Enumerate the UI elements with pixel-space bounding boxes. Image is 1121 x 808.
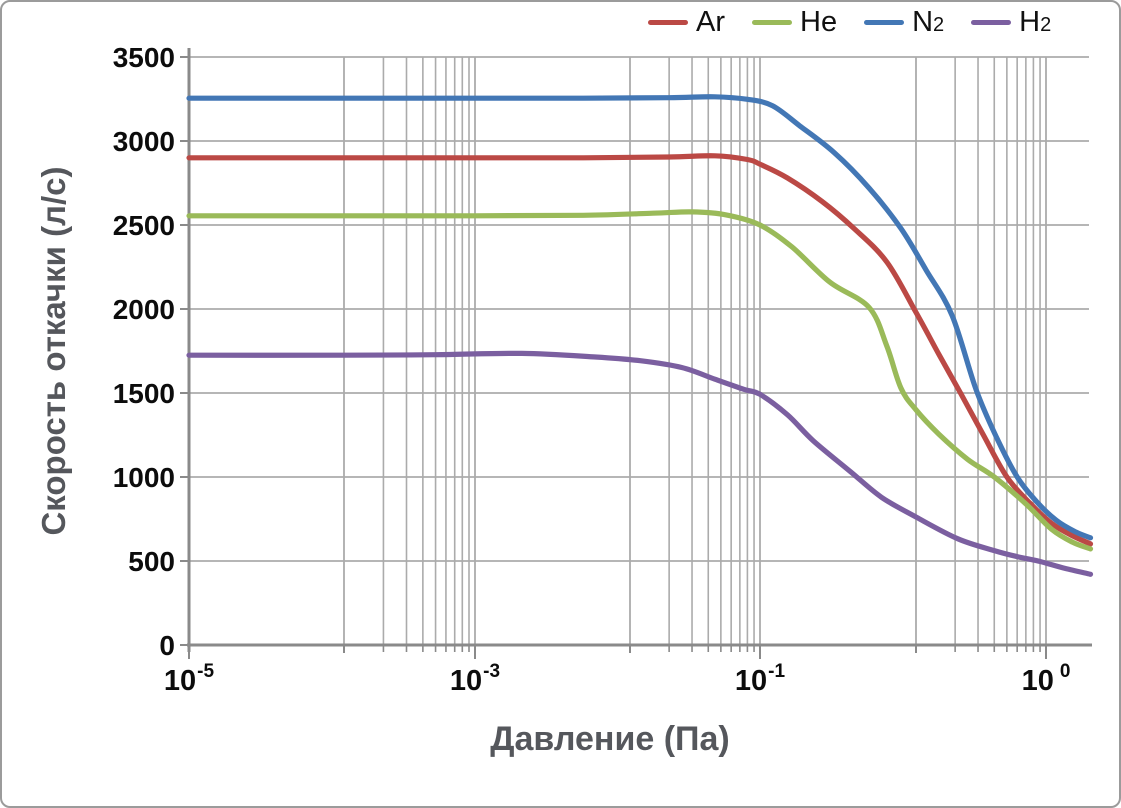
y-tick-label: 0: [159, 630, 175, 661]
legend-item-h2: H2: [971, 8, 1051, 37]
legend: Ar He N2 H2: [648, 8, 1051, 37]
y-tick-label: 1500: [113, 378, 175, 409]
legend-line-swatch: [752, 20, 792, 25]
legend-line-swatch: [971, 20, 1012, 25]
y-tick-label: 3500: [113, 42, 175, 73]
series-line-He: [186, 209, 1094, 552]
legend-label: Ar: [696, 6, 725, 38]
legend-label: N2: [912, 6, 945, 38]
axis-ticks: [180, 56, 1047, 659]
legend-item-n2: N2: [864, 8, 944, 37]
y-tick-label: 500: [128, 546, 175, 577]
legend-item-ar: Ar: [648, 8, 725, 37]
y-tick-label: 2000: [113, 294, 175, 325]
y-axis-title: Скорость откачки (л/с): [35, 166, 72, 536]
series-line-H2: [186, 350, 1094, 577]
legend-label: He: [800, 6, 838, 38]
legend-item-he: He: [752, 8, 837, 37]
gridlines: [189, 56, 1089, 645]
tick-labels: 0 500 1000 1500 2000 2500 3000 3500 10-5 10-3 10-1…: [113, 42, 1071, 697]
series-line-Ar: [186, 153, 1094, 547]
series-line-N2: [186, 94, 1094, 541]
x-tick-label: 10 0: [1022, 661, 1071, 697]
legend-label: H2: [1019, 6, 1052, 38]
x-axis-title: Давление (Па): [490, 720, 730, 758]
y-tick-label: 3000: [113, 126, 175, 157]
x-tick-label: 10-3: [450, 661, 500, 697]
x-tick-label: 10-1: [735, 661, 786, 697]
y-tick-label: 1000: [113, 462, 175, 493]
axes: [187, 48, 1092, 652]
legend-line-swatch: [864, 20, 905, 25]
x-tick-label: 10-5: [164, 661, 215, 697]
legend-line-swatch: [648, 20, 688, 25]
series-lines: [186, 94, 1094, 577]
y-tick-label: 2500: [113, 210, 175, 241]
